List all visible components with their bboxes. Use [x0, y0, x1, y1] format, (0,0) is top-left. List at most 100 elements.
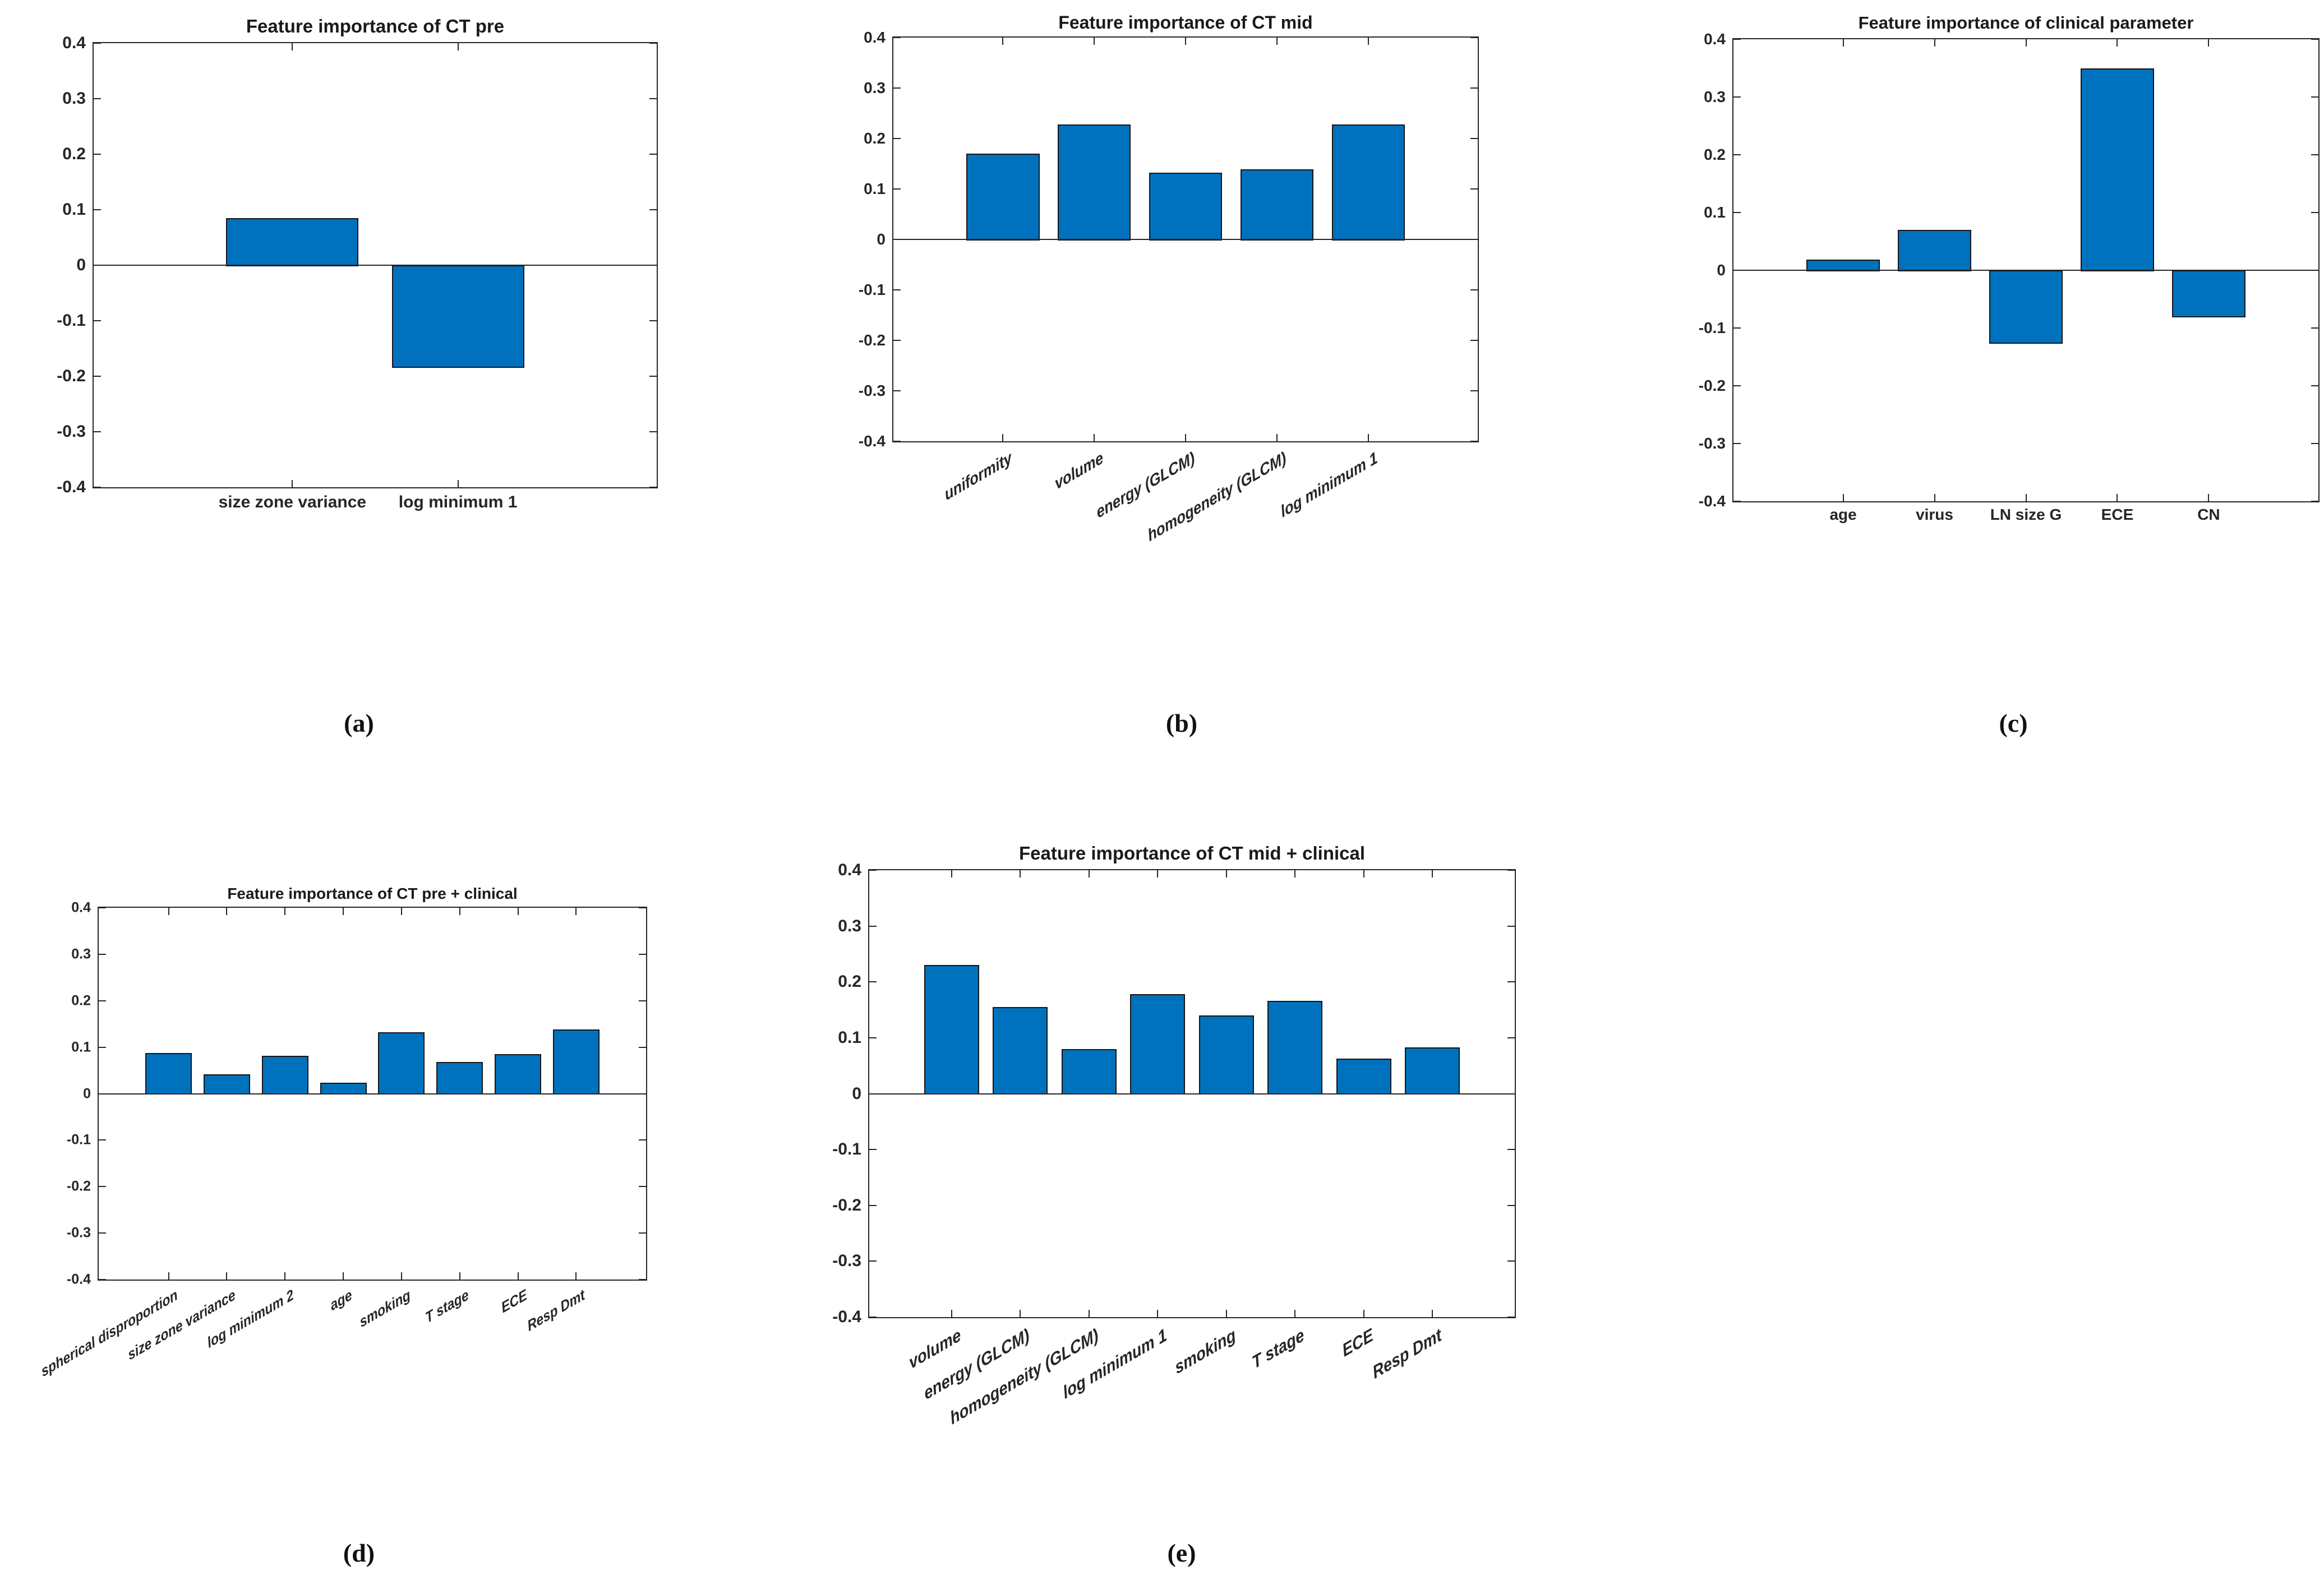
y-tick-mark — [869, 1204, 877, 1206]
bar-smoking — [1198, 1015, 1254, 1095]
x-tick-mark — [284, 908, 286, 915]
bar-age — [1806, 260, 1880, 271]
y-tick-mark — [649, 320, 657, 321]
y-tick-mark — [869, 1037, 877, 1038]
bar-energy-glcm — [993, 1007, 1048, 1095]
bar-volume — [924, 965, 979, 1095]
x-tick-mark — [517, 908, 519, 915]
y-tick-mark — [2311, 327, 2318, 329]
x-tick-mark — [457, 480, 459, 487]
bar-volume — [1058, 124, 1131, 241]
x-axis-zero-line — [94, 265, 657, 266]
chart-title: Feature importance of clinical parameter — [1858, 13, 2194, 33]
panel-label-c: (c) — [1999, 709, 2028, 737]
y-tick-mark — [639, 1279, 646, 1280]
y-tick-mark — [94, 209, 101, 210]
x-tick-label: size zone variance — [218, 493, 367, 511]
y-tick-mark — [869, 1260, 877, 1262]
x-tick-mark — [1363, 870, 1364, 878]
y-tick-mark — [2311, 96, 2318, 98]
y-tick-mark — [1470, 441, 1478, 442]
y-tick-mark — [94, 154, 101, 155]
y-tick-label: -0.3 — [858, 382, 886, 399]
y-tick-label: -0.2 — [66, 1178, 91, 1194]
y-tick-mark — [869, 981, 877, 983]
x-tick-mark — [343, 908, 344, 915]
y-tick-label: 0.4 — [864, 29, 886, 46]
x-tick-mark — [1185, 434, 1186, 441]
chart-title: Feature importance of CT pre + clinical — [227, 885, 518, 902]
y-tick-mark — [639, 1232, 646, 1234]
y-tick-mark — [649, 431, 657, 432]
y-tick-mark — [2311, 443, 2318, 444]
y-tick-mark — [1507, 981, 1515, 983]
y-tick-mark — [94, 265, 101, 266]
y-tick-label: -0.3 — [66, 1225, 91, 1241]
bar-size-zone-variance — [226, 218, 359, 266]
chart-title: Feature importance of CT pre — [246, 16, 505, 36]
x-axis-zero-line — [99, 1093, 646, 1095]
x-tick-mark — [1002, 38, 1004, 45]
y-tick-mark — [99, 1279, 106, 1280]
y-tick-mark — [1470, 340, 1478, 341]
x-tick-mark — [1367, 434, 1369, 441]
x-tick-mark — [1432, 870, 1433, 878]
x-tick-mark — [2116, 494, 2118, 501]
x-tick-mark — [1842, 39, 1844, 47]
y-tick-mark — [1733, 270, 1741, 271]
bar-uniformity — [966, 154, 1040, 241]
y-tick-label: -0.1 — [858, 281, 886, 298]
y-tick-mark — [869, 1093, 877, 1095]
x-tick-mark — [1276, 38, 1278, 45]
y-tick-mark — [869, 1317, 877, 1318]
y-tick-label: 0.4 — [838, 861, 861, 879]
y-tick-mark — [649, 376, 657, 377]
bar-homogeneity-glcm — [1240, 169, 1313, 241]
y-tick-mark — [649, 43, 657, 44]
y-tick-mark — [1733, 501, 1741, 502]
y-tick-mark — [649, 487, 657, 488]
x-tick-label: log minimum 1 — [398, 493, 518, 511]
chart-title: Feature importance of CT mid — [1058, 12, 1313, 33]
y-tick-mark — [893, 37, 901, 38]
y-tick-label: 0 — [83, 1086, 91, 1101]
bar-ece — [495, 1054, 542, 1095]
x-tick-mark — [1094, 38, 1095, 45]
y-tick-mark — [1470, 390, 1478, 391]
y-tick-mark — [1470, 87, 1478, 89]
x-tick-mark — [400, 908, 402, 915]
bar-homogeneity-glcm — [1061, 1049, 1117, 1095]
chart-feature-importance-ct-mid: Feature importance of CT mid 0.4 0.3 0.2 0.… — [859, 12, 1479, 545]
y-tick-mark — [1733, 39, 1741, 40]
bar-cn — [2172, 270, 2245, 318]
y-tick-label: -0.4 — [832, 1308, 861, 1326]
x-tick-mark — [1002, 434, 1004, 441]
y-tick-label: -0.4 — [1698, 492, 1726, 510]
y-tick-mark — [99, 1000, 106, 1001]
x-tick-mark — [1934, 494, 1935, 501]
x-tick-mark — [575, 908, 577, 915]
x-axis-zero-line — [1733, 270, 2318, 271]
y-tick-label: -0.1 — [1698, 319, 1726, 336]
x-tick-mark — [1157, 870, 1159, 878]
x-tick-mark — [168, 1272, 169, 1280]
y-tick-mark — [94, 43, 101, 44]
y-tick-mark — [2311, 154, 2318, 155]
bar-size-zone-variance — [203, 1074, 250, 1095]
y-tick-mark — [1507, 925, 1515, 927]
x-tick-mark — [459, 1272, 460, 1280]
y-tick-label: 0 — [852, 1084, 861, 1103]
y-tick-mark — [639, 1139, 646, 1141]
y-tick-label: -0.3 — [57, 422, 86, 441]
y-tick-label: -0.4 — [66, 1271, 91, 1287]
y-tick-mark — [1507, 1317, 1515, 1318]
y-tick-mark — [2311, 501, 2318, 502]
x-tick-mark — [226, 908, 228, 915]
y-tick-mark — [2311, 270, 2318, 271]
x-tick-mark — [1363, 1310, 1364, 1317]
y-tick-mark — [99, 1046, 106, 1048]
x-tick-mark — [168, 908, 169, 915]
y-tick-label: -0.3 — [1698, 435, 1726, 452]
x-tick-mark — [2208, 39, 2210, 47]
chart-feature-importance-clinical-parameter: Feature importance of clinical parameter… — [1699, 13, 2320, 523]
